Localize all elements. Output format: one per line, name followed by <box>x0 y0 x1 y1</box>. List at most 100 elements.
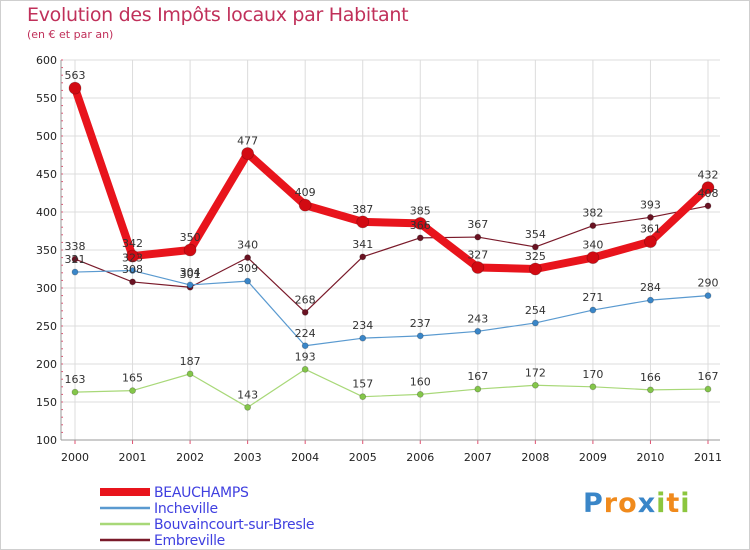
data-point-embreville <box>531 243 539 251</box>
x-tick-label: 2007 <box>464 451 492 464</box>
y-tick-label: 500 <box>36 130 57 143</box>
data-point-bouvaincourt-sur-bresle <box>531 381 539 389</box>
y-tick-label: 400 <box>36 206 57 219</box>
data-label-bouvaincourt-sur-bresle: 160 <box>410 375 431 388</box>
legend-label-embreville: Embreville <box>154 533 225 549</box>
data-point-beauchamps <box>586 251 600 265</box>
data-label-bouvaincourt-sur-bresle: 193 <box>295 350 316 363</box>
data-label-bouvaincourt-sur-bresle: 163 <box>65 373 86 386</box>
data-point-incheville <box>416 332 424 340</box>
data-point-beauchamps <box>241 147 255 160</box>
data-point-bouvaincourt-sur-bresle <box>244 403 252 411</box>
data-point-beauchamps <box>183 243 197 257</box>
data-point-embreville <box>589 222 597 230</box>
data-label-beauchamps: 340 <box>582 239 603 252</box>
x-tick-label: 2002 <box>176 451 204 464</box>
data-point-beauchamps <box>528 262 542 276</box>
data-label-bouvaincourt-sur-bresle: 187 <box>180 355 201 368</box>
data-label-beauchamps: 327 <box>467 248 488 261</box>
legend-label-beauchamps: BEAUCHAMPS <box>154 485 249 501</box>
data-point-beauchamps <box>471 261 485 274</box>
data-point-incheville <box>474 327 482 335</box>
data-label-embreville: 268 <box>295 293 316 306</box>
data-label-incheville: 290 <box>697 277 718 290</box>
x-tick-label: 2009 <box>579 451 607 464</box>
data-label-bouvaincourt-sur-bresle: 172 <box>525 366 546 379</box>
logo-letter: x <box>637 488 657 519</box>
x-tick-label: 2010 <box>636 451 664 464</box>
data-point-embreville <box>359 253 367 261</box>
data-label-beauchamps: 432 <box>697 169 718 182</box>
y-tick-label: 150 <box>36 396 57 409</box>
data-label-embreville: 340 <box>237 239 258 252</box>
data-point-incheville <box>359 334 367 342</box>
data-label-beauchamps: 385 <box>410 204 431 217</box>
data-point-incheville <box>531 319 539 327</box>
data-label-bouvaincourt-sur-bresle: 167 <box>697 370 718 383</box>
data-point-bouvaincourt-sur-bresle <box>359 393 367 401</box>
data-point-beauchamps <box>701 181 715 195</box>
data-label-bouvaincourt-sur-bresle: 157 <box>352 378 373 391</box>
data-point-embreville <box>129 278 136 286</box>
data-point-beauchamps <box>356 215 370 229</box>
data-label-incheville: 284 <box>640 281 661 294</box>
chart-title: Evolution des Impôts locaux par Habitant <box>27 4 409 26</box>
x-tick-label: 2006 <box>406 451 434 464</box>
logo-letter: i <box>656 488 667 519</box>
data-point-incheville <box>704 292 712 300</box>
x-tick-label: 2001 <box>119 451 147 464</box>
data-label-beauchamps: 325 <box>525 250 546 263</box>
data-point-incheville <box>129 267 136 274</box>
data-label-bouvaincourt-sur-bresle: 170 <box>582 368 603 381</box>
data-label-embreville: 393 <box>640 198 661 211</box>
data-point-incheville <box>301 342 309 350</box>
data-point-embreville <box>647 213 654 221</box>
data-label-incheville: 254 <box>525 304 546 317</box>
x-tick-label: 2005 <box>349 451 377 464</box>
y-tick-label: 250 <box>36 320 57 333</box>
data-point-incheville <box>71 268 79 276</box>
data-label-beauchamps: 409 <box>295 186 316 199</box>
data-point-beauchamps <box>126 249 139 263</box>
data-label-beauchamps: 563 <box>65 69 86 82</box>
data-point-incheville <box>186 281 194 289</box>
y-tick-label: 350 <box>36 244 57 257</box>
x-tick-label: 2008 <box>521 451 549 464</box>
data-label-incheville: 271 <box>582 291 603 304</box>
data-label-embreville: 366 <box>410 219 431 232</box>
series-line-incheville <box>74 269 709 347</box>
data-point-beauchamps <box>413 216 427 230</box>
data-label-beauchamps: 387 <box>352 203 373 216</box>
data-label-embreville: 354 <box>525 228 546 241</box>
series-line-beauchamps <box>71 84 712 273</box>
data-point-bouvaincourt-sur-bresle <box>647 386 654 394</box>
x-tick-label: 2000 <box>61 451 89 464</box>
logo-letter: o <box>618 488 638 519</box>
data-point-bouvaincourt-sur-bresle <box>301 365 309 373</box>
data-point-beauchamps <box>644 235 657 249</box>
data-point-embreville <box>244 254 252 262</box>
y-tick-label: 600 <box>36 54 57 67</box>
data-label-incheville: 234 <box>352 319 373 332</box>
data-label-incheville: 237 <box>410 317 431 330</box>
data-label-embreville: 341 <box>352 238 373 251</box>
data-label-incheville: 243 <box>467 312 488 325</box>
data-label-bouvaincourt-sur-bresle: 166 <box>640 371 661 384</box>
data-point-incheville <box>589 306 597 314</box>
chart-subtitle: (en € et par an) <box>27 28 114 41</box>
y-tick-label: 100 <box>36 434 57 447</box>
legend-label-incheville: Incheville <box>154 501 218 517</box>
legend-label-bouvaincourt-sur-bresle: Bouvaincourt-sur-Bresle <box>154 517 314 533</box>
data-label-incheville: 323 <box>122 252 143 265</box>
logo-letter: i <box>680 488 691 519</box>
x-tick-label: 2011 <box>694 451 722 464</box>
data-label-beauchamps: 477 <box>237 134 258 147</box>
y-tick-label: 550 <box>36 92 57 105</box>
data-label-incheville: 309 <box>237 262 258 275</box>
data-point-embreville <box>416 234 424 242</box>
data-point-embreville <box>301 308 309 316</box>
y-tick-label: 450 <box>36 168 57 181</box>
data-label-embreville: 308 <box>122 263 143 276</box>
series-line-embreville <box>74 205 709 313</box>
